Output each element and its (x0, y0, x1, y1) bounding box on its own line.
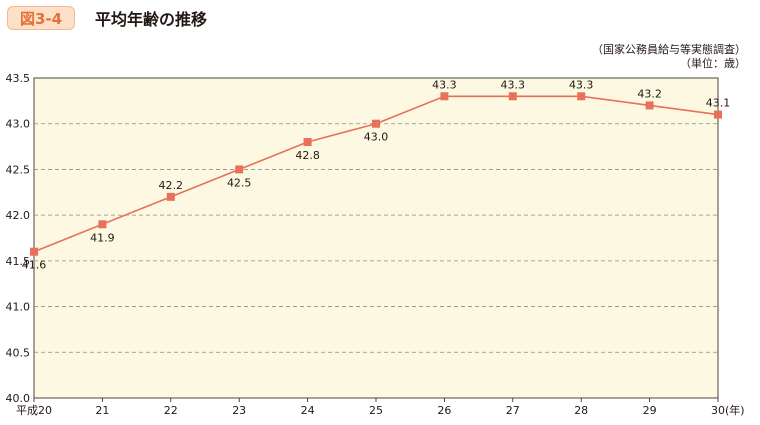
chart-title: 平均年齢の推移 (95, 10, 208, 29)
data-point (303, 138, 312, 146)
x-tick-label: 21 (95, 404, 109, 417)
x-tick-label: 27 (506, 404, 520, 417)
data-label: 41.6 (22, 259, 47, 272)
x-tick-label: 24 (301, 404, 315, 417)
data-label: 43.3 (501, 78, 526, 91)
x-tick-label: 26 (437, 404, 451, 417)
y-tick-label: 40.5 (6, 346, 31, 359)
data-point (645, 101, 654, 110)
y-tick-label: 41.0 (6, 301, 31, 314)
source-note: （国家公務員給与等実態調査） (592, 43, 746, 56)
x-tick-label: 平成20 (16, 404, 52, 417)
data-label: 42.8 (295, 149, 320, 162)
y-tick-label: 42.0 (6, 209, 31, 222)
data-label: 43.0 (364, 131, 389, 144)
x-tick-label: 23 (232, 404, 246, 417)
data-point (577, 92, 586, 101)
data-label: 43.2 (637, 87, 662, 100)
figure-number-badge: 図3-4 (7, 6, 75, 30)
data-point (440, 92, 449, 101)
x-tick-label: 30 (711, 404, 725, 417)
data-label: 41.9 (90, 231, 115, 244)
data-point (372, 119, 380, 128)
data-point (98, 220, 107, 229)
y-tick-label: 43.5 (6, 72, 31, 85)
data-label: 43.3 (569, 78, 594, 91)
plot-area (33, 77, 719, 399)
y-tick-label: 41.5 (6, 255, 31, 268)
data-point (166, 192, 175, 201)
x-tick-label: 28 (574, 404, 588, 417)
y-tick-label: 42.5 (6, 163, 31, 176)
data-point (508, 92, 517, 101)
data-label: 42.5 (227, 176, 252, 189)
x-tick-label: 29 (643, 404, 657, 417)
y-tick-label: 43.0 (6, 118, 31, 131)
data-point (235, 165, 244, 174)
y-tick-label: 40.0 (6, 392, 31, 405)
data-label: 43.3 (432, 78, 457, 91)
data-point (714, 110, 722, 119)
unit-note: （単位：歳） (680, 57, 746, 70)
x-axis-unit: (年) (725, 403, 745, 417)
x-tick-label: 25 (369, 404, 383, 417)
data-label: 42.2 (159, 179, 184, 192)
x-tick-label: 22 (164, 404, 178, 417)
data-label: 43.1 (706, 97, 731, 110)
data-point (30, 247, 38, 256)
